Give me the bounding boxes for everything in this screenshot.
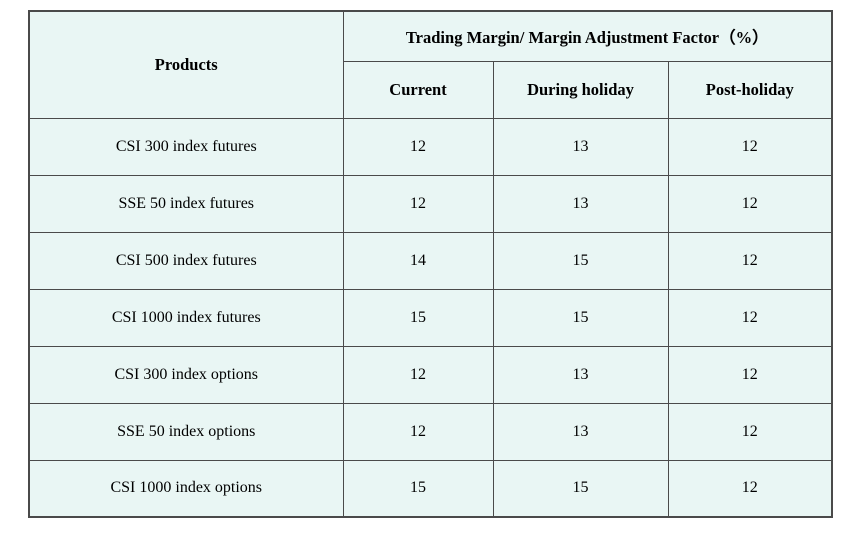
product-cell: SSE 50 index futures	[28, 174, 344, 233]
value-cell: 12	[342, 117, 494, 176]
value-cell: 13	[492, 345, 669, 404]
header-row-group: Products Trading Margin/ Margin Adjustme…	[28, 10, 833, 119]
value-cell: 12	[667, 288, 833, 347]
value-cell: 14	[342, 231, 494, 290]
table-row: CSI 500 index futures 14 15 12	[28, 231, 833, 290]
table-row: CSI 1000 index options 15 15 12	[28, 459, 833, 518]
products-header: Products	[28, 10, 344, 119]
value-cell: 12	[667, 231, 833, 290]
margin-table: Products Trading Margin/ Margin Adjustme…	[28, 10, 833, 518]
table-row: CSI 1000 index futures 15 15 12	[28, 288, 833, 347]
product-cell: CSI 300 index futures	[28, 117, 344, 176]
value-cell: 15	[492, 288, 669, 347]
table-row: CSI 300 index futures 12 13 12	[28, 117, 833, 176]
value-cell: 15	[342, 288, 494, 347]
value-cell: 15	[342, 459, 494, 518]
table-row: SSE 50 index options 12 13 12	[28, 402, 833, 461]
product-cell: CSI 300 index options	[28, 345, 344, 404]
value-cell: 12	[667, 117, 833, 176]
value-cell: 12	[342, 345, 494, 404]
group-header: Trading Margin/ Margin Adjustment Factor…	[342, 10, 833, 62]
column-header-during-holiday: During holiday	[492, 60, 669, 119]
value-cell: 12	[342, 174, 494, 233]
value-cell: 13	[492, 117, 669, 176]
value-cell: 12	[667, 402, 833, 461]
column-header-current: Current	[342, 60, 494, 119]
value-cell: 12	[667, 459, 833, 518]
value-cell: 15	[492, 231, 669, 290]
value-cell: 12	[342, 402, 494, 461]
product-cell: CSI 500 index futures	[28, 231, 344, 290]
value-cell: 13	[492, 402, 669, 461]
value-cell: 12	[667, 174, 833, 233]
product-cell: CSI 1000 index options	[28, 459, 344, 518]
table-row: CSI 300 index options 12 13 12	[28, 345, 833, 404]
column-header-post-holiday: Post-holiday	[667, 60, 833, 119]
value-cell: 15	[492, 459, 669, 518]
product-cell: CSI 1000 index futures	[28, 288, 344, 347]
value-cell: 12	[667, 345, 833, 404]
value-cell: 13	[492, 174, 669, 233]
product-cell: SSE 50 index options	[28, 402, 344, 461]
header-row-columns: Current During holiday Post-holiday	[29, 60, 833, 119]
table-row: SSE 50 index futures 12 13 12	[28, 174, 833, 233]
